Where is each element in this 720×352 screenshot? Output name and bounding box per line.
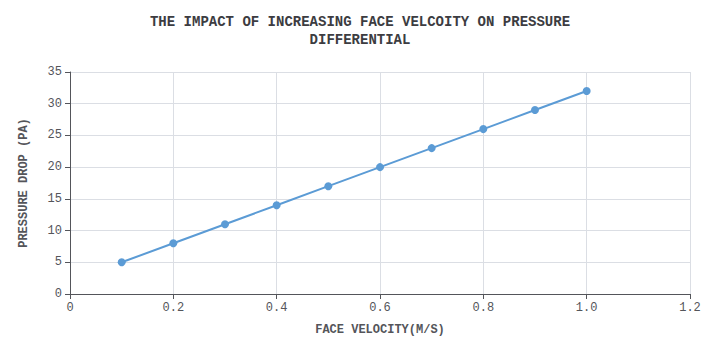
svg-text:10: 10 (48, 224, 62, 238)
svg-text:0.4: 0.4 (266, 301, 288, 315)
svg-text:0.8: 0.8 (473, 301, 495, 315)
svg-text:PRESSURE DROP (PA): PRESSURE DROP (PA) (17, 118, 31, 248)
svg-text:THE IMPACT OF INCREASING FACE: THE IMPACT OF INCREASING FACE VELCOITY O… (150, 14, 570, 30)
svg-text:15: 15 (48, 192, 62, 206)
svg-text:25: 25 (48, 128, 62, 142)
svg-text:FACE VELOCITY(M/S): FACE VELOCITY(M/S) (315, 323, 445, 337)
svg-text:1.2: 1.2 (679, 301, 701, 315)
svg-text:0.2: 0.2 (163, 301, 185, 315)
svg-text:0: 0 (55, 287, 62, 301)
svg-text:30: 30 (48, 97, 62, 111)
svg-text:0: 0 (66, 301, 73, 315)
svg-text:20: 20 (48, 160, 62, 174)
svg-text:5: 5 (55, 255, 62, 269)
svg-text:DIFFERENTIAL: DIFFERENTIAL (310, 32, 411, 48)
svg-text:1.0: 1.0 (576, 301, 598, 315)
svg-text:35: 35 (48, 65, 62, 79)
svg-text:0.6: 0.6 (369, 301, 391, 315)
